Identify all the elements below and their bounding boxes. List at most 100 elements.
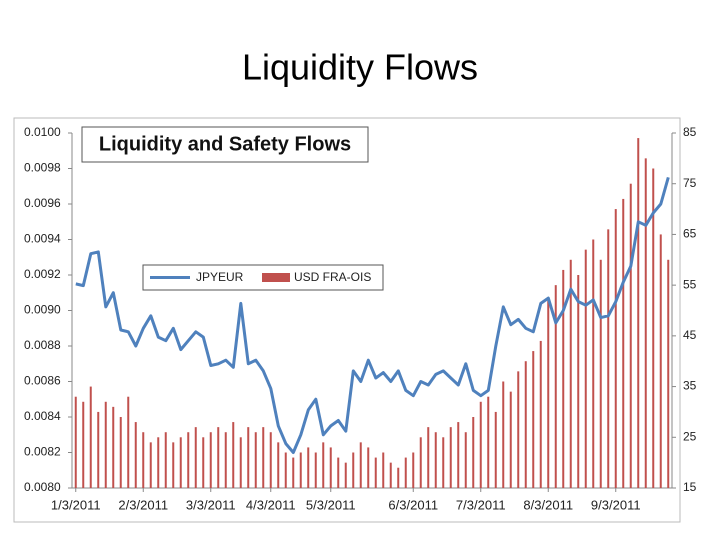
bar	[247, 427, 250, 488]
y-tick-label: 0.0082	[24, 445, 61, 459]
bar	[382, 452, 385, 488]
y-tick-label: 0.0098	[24, 161, 61, 175]
y-tick-label: 0.0080	[24, 480, 61, 494]
bar	[659, 234, 662, 488]
y-tick-label: 0.0084	[24, 409, 61, 423]
bar	[232, 422, 235, 488]
y2-tick-label: 15	[683, 480, 697, 494]
bar	[524, 361, 527, 488]
bar	[547, 300, 550, 488]
chart-title-box	[81, 126, 369, 163]
bar	[172, 442, 175, 488]
y2-tick-label: 35	[683, 379, 697, 393]
bar	[592, 239, 595, 488]
y2-tick-label: 55	[683, 277, 697, 291]
bar	[569, 259, 572, 488]
bar	[434, 432, 437, 488]
bar	[509, 391, 512, 488]
y2-tick-label: 25	[683, 429, 697, 443]
legend-label: JPYEUR	[196, 270, 244, 284]
bar	[337, 457, 340, 488]
bar	[187, 432, 190, 488]
y-tick-label: 0.0088	[24, 338, 61, 352]
bar	[277, 442, 280, 488]
bar	[344, 462, 347, 488]
bar	[427, 427, 430, 488]
bar	[292, 457, 295, 488]
bar	[322, 442, 325, 488]
bar	[367, 447, 370, 488]
bar	[502, 381, 505, 488]
bar	[554, 285, 557, 488]
bar	[262, 427, 265, 488]
bar	[584, 249, 587, 488]
x-tick-label: 7/3/2011	[456, 497, 506, 512]
bar	[487, 396, 490, 488]
bar	[629, 183, 632, 488]
slide-title: Liquidity Flows	[242, 47, 478, 88]
bar	[112, 406, 115, 488]
bar	[397, 467, 400, 488]
bar	[104, 401, 107, 488]
x-tick-label: 1/3/2011	[51, 497, 101, 512]
bar	[224, 432, 227, 488]
y2-tick-label: 45	[683, 328, 697, 342]
x-tick-label: 2/3/2011	[118, 497, 168, 512]
line	[75, 176, 670, 454]
bar	[82, 401, 85, 488]
bar	[637, 138, 640, 489]
x-tick-label: 9/3/2011	[591, 497, 641, 512]
bar	[374, 457, 377, 488]
x-tick-label: 6/3/2011	[388, 497, 438, 512]
bar	[562, 269, 565, 488]
y-tick-label: 0.0086	[24, 374, 61, 388]
x-tick-label: 5/3/2011	[306, 497, 356, 512]
legend-swatch	[262, 273, 290, 282]
bar	[494, 411, 497, 488]
bar	[644, 158, 647, 488]
y2-tick-label: 85	[683, 125, 697, 139]
y-tick-label: 0.0094	[24, 232, 61, 246]
x-tick-label: 4/3/2011	[246, 497, 296, 512]
bar	[457, 422, 460, 488]
bar	[329, 447, 332, 488]
bar	[217, 427, 220, 488]
x-tick-label: 8/3/2011	[523, 497, 573, 512]
bar	[157, 437, 160, 488]
bar	[284, 452, 287, 488]
bar	[307, 447, 310, 488]
x-tick-label: 3/3/2011	[186, 497, 236, 512]
y2-tick-label: 65	[683, 227, 697, 241]
bar	[622, 198, 625, 488]
bar	[359, 442, 362, 488]
y-tick-label: 0.0100	[24, 125, 61, 139]
bar	[239, 437, 242, 488]
bar	[142, 432, 145, 488]
y2-tick-label: 75	[683, 176, 697, 190]
bar	[614, 209, 617, 489]
y-tick-label: 0.0090	[24, 303, 61, 317]
bar	[472, 417, 475, 488]
bar	[607, 229, 610, 488]
bar	[164, 432, 167, 488]
bar	[74, 396, 77, 488]
chart-title: Liquidity and Safety Flows	[99, 133, 351, 155]
bar	[532, 351, 535, 488]
bar	[442, 437, 445, 488]
bar	[449, 427, 452, 488]
bar	[539, 340, 542, 488]
bar	[652, 168, 655, 488]
bar	[389, 462, 392, 488]
bar	[209, 432, 212, 488]
bar	[194, 427, 197, 488]
bar	[97, 411, 100, 488]
bar	[89, 386, 92, 488]
bar	[352, 452, 355, 488]
bar	[254, 432, 257, 488]
legend-label: USD FRA-OIS	[294, 270, 371, 284]
bar	[314, 452, 317, 488]
bar	[667, 259, 670, 488]
y-tick-label: 0.0092	[24, 267, 61, 281]
chart-frame	[13, 117, 681, 523]
